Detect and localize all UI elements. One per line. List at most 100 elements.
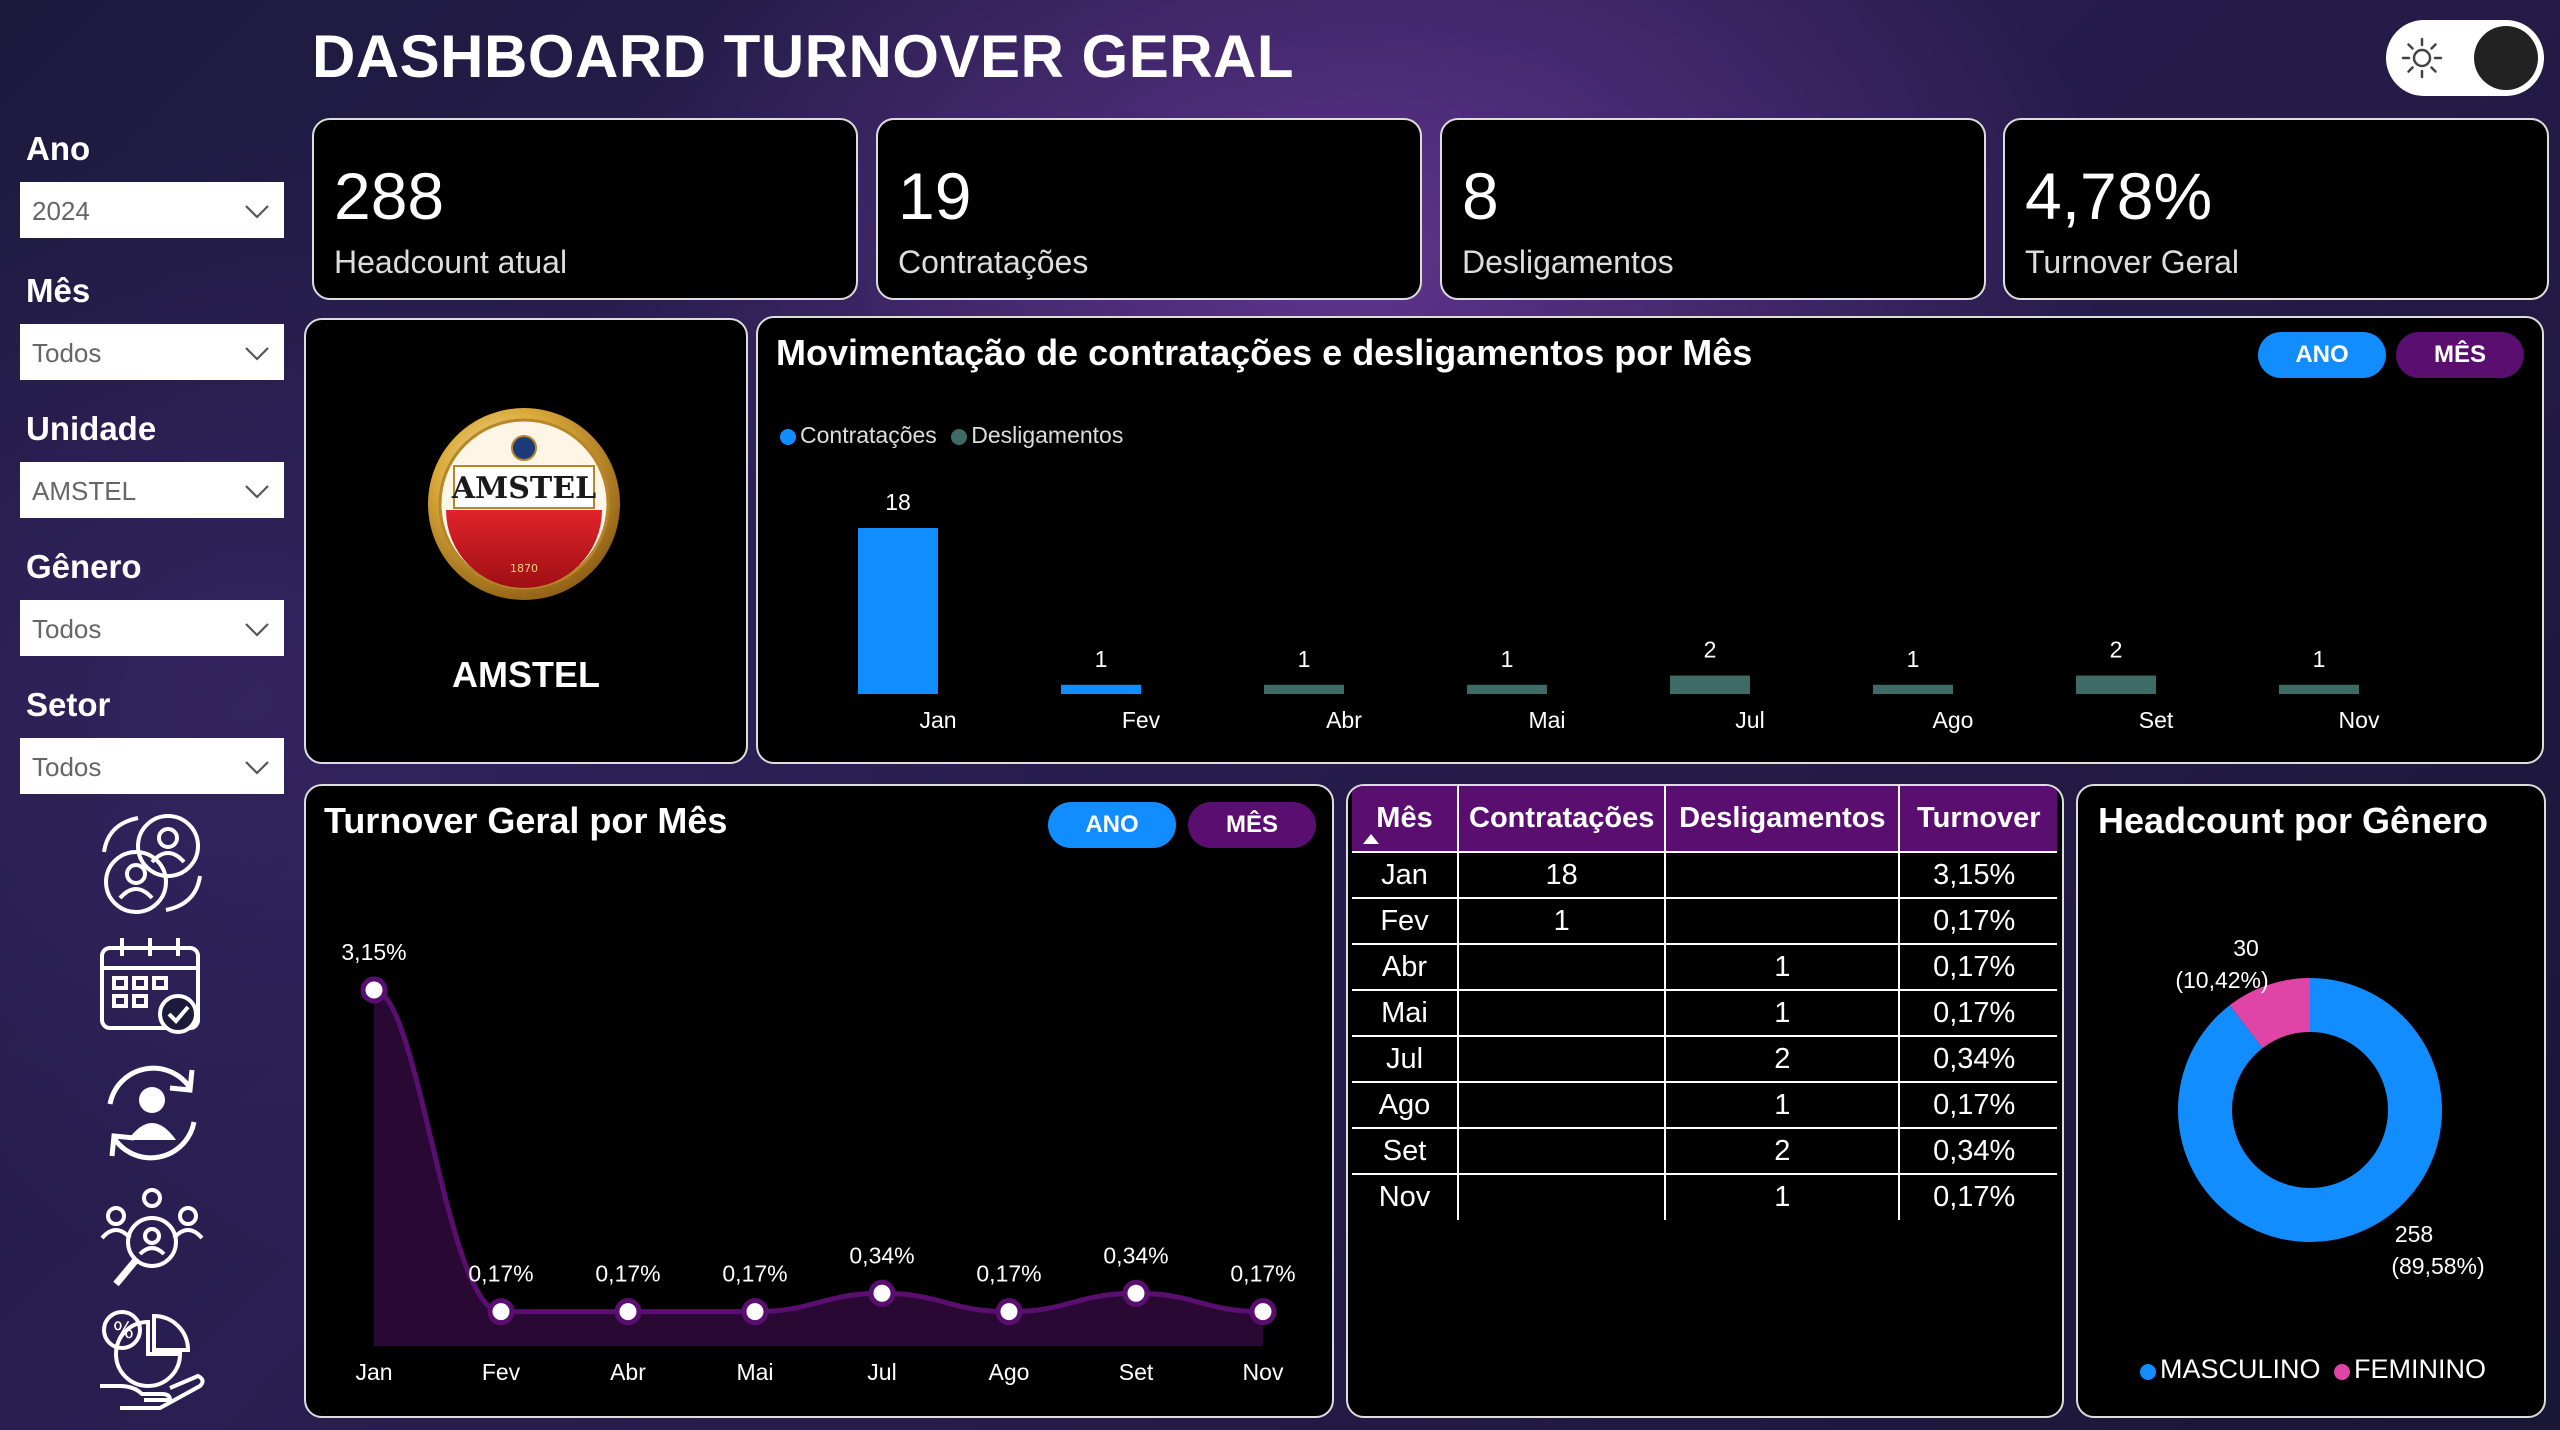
filter-unidade-dropdown[interactable]: AMSTEL: [20, 462, 284, 518]
bar-label-fev: 1: [1095, 646, 1108, 672]
table-row[interactable]: Nov 1 0,17%: [1352, 1173, 2058, 1220]
team-search-icon[interactable]: [96, 1186, 208, 1292]
table-cell-turnover: 0,34%: [1899, 1127, 2058, 1174]
col-contratacoes[interactable]: Contratações: [1458, 786, 1667, 852]
mes-button[interactable]: MÊS: [2396, 332, 2524, 378]
turnover-tick-abr: Abr: [610, 1359, 646, 1385]
toggle-knob: [2474, 26, 2538, 90]
logo-year: 1870: [510, 562, 538, 575]
chevron-down-icon: [245, 205, 269, 219]
table-header-row: Mês Contratações Desligamentos Turnover: [1352, 786, 2058, 852]
turnover-label-jan: 3,15%: [341, 939, 406, 965]
kpi-headcount-value: 288: [334, 159, 445, 233]
table-cell-contratações: [1458, 989, 1667, 1036]
turnover-tick-fev: Fev: [482, 1359, 521, 1385]
bar-tick-nov: Nov: [2339, 707, 2380, 733]
donut-label-feminino: 30: [2233, 935, 2259, 961]
filter-mes-dropdown[interactable]: Todos: [20, 324, 284, 380]
donut-percent-feminino: (10,42%): [2175, 967, 2268, 993]
donut-slice-masculino[interactable]: [2178, 978, 2442, 1242]
table-cell-mês: Ago: [1352, 1081, 1459, 1128]
table-row[interactable]: Jul 2 0,34%: [1352, 1035, 2058, 1082]
turnover-point-jan[interactable]: [360, 976, 388, 1004]
table-cell-contratações: 1: [1458, 897, 1667, 944]
col-desligamentos[interactable]: Desligamentos: [1665, 786, 1901, 852]
bar-jan[interactable]: [858, 528, 938, 694]
legend-feminino: FEMININO: [2354, 1354, 2487, 1384]
bar-label-nov: 1: [2313, 646, 2326, 672]
sun-icon: [2401, 37, 2443, 79]
table-cell-mês: Nov: [1352, 1173, 1459, 1220]
table-cell-turnover: 0,17%: [1899, 989, 2058, 1036]
turnover-point-mai[interactable]: [741, 1298, 769, 1326]
bar-ago[interactable]: [1873, 684, 1953, 694]
bar-abr[interactable]: [1264, 684, 1344, 694]
table-cell-desligamentos: [1665, 851, 1901, 898]
bar-tick-fev: Fev: [1122, 707, 1161, 733]
chart-title-turnover: Turnover Geral por Mês: [324, 800, 728, 841]
table-row[interactable]: Mai 1 0,17%: [1352, 989, 2058, 1036]
ano-button[interactable]: ANO: [2258, 332, 2386, 378]
turnover-point-fev[interactable]: [487, 1298, 515, 1326]
turnover-point-set[interactable]: [1122, 1279, 1150, 1307]
filter-setor-dropdown[interactable]: Todos: [20, 738, 284, 794]
chevron-down-icon: [245, 347, 269, 361]
table-cell-desligamentos: 2: [1665, 1035, 1901, 1082]
turnover-point-jul[interactable]: [868, 1279, 896, 1307]
table-row[interactable]: Set 2 0,34%: [1352, 1127, 2058, 1174]
table-cell-mês: Abr: [1352, 943, 1459, 990]
bar-label-abr: 1: [1298, 646, 1311, 672]
donut-slice-feminino[interactable]: [2229, 978, 2310, 1049]
table-cell-desligamentos: 1: [1665, 943, 1901, 990]
turnover-point-nov[interactable]: [1249, 1298, 1277, 1326]
donut-label-masculino: 258: [2395, 1221, 2433, 1247]
kpi-contratacoes-card: 19 Contratações: [876, 118, 1422, 300]
table-row[interactable]: Abr 1 0,17%: [1352, 943, 2058, 990]
bar-fev[interactable]: [1061, 684, 1141, 694]
turnover-ano-button[interactable]: ANO: [1048, 802, 1176, 848]
kpi-desligamentos-value: 8: [1462, 159, 1499, 233]
genero-donut-chart: 30 (10,42%) 258 (89,58%): [2175, 935, 2484, 1279]
kpi-headcount-label: Headcount atual: [334, 244, 568, 280]
donut-legend: MASCULINO FEMININO: [2140, 1354, 2486, 1385]
bar-jul[interactable]: [1670, 675, 1750, 694]
chevron-down-icon: [245, 485, 269, 499]
people-exchange-icon[interactable]: [96, 812, 208, 916]
col-turnover[interactable]: Turnover: [1899, 786, 2058, 852]
table-cell-mês: Jul: [1352, 1035, 1459, 1082]
legend-masculino: MASCULINO: [2160, 1354, 2321, 1384]
turnover-point-abr[interactable]: [614, 1298, 642, 1326]
table-cell-contratações: [1458, 943, 1667, 990]
bar-nov[interactable]: [2279, 684, 2359, 694]
brand-name: AMSTEL: [452, 654, 600, 695]
bar-tick-mai: Mai: [1528, 707, 1565, 733]
turnover-mes-button[interactable]: MÊS: [1188, 802, 1316, 848]
employee-rotation-icon[interactable]: [96, 1058, 208, 1168]
table-cell-mês: Jan: [1352, 851, 1459, 898]
table-cell-turnover: 3,15%: [1899, 851, 2058, 898]
table-cell-desligamentos: 1: [1665, 1081, 1901, 1128]
bar-legend: Contratações Desligamentos: [780, 422, 1123, 449]
bar-mai[interactable]: [1467, 684, 1547, 694]
table-cell-desligamentos: 1: [1665, 1173, 1901, 1220]
chevron-down-icon: [245, 623, 269, 637]
filter-ano-dropdown[interactable]: 2024: [20, 182, 284, 238]
table-cell-turnover: 0,17%: [1899, 1173, 2058, 1220]
table-row[interactable]: Ago 1 0,17%: [1352, 1081, 2058, 1128]
table-row[interactable]: Fev 1 0,17%: [1352, 897, 2058, 944]
bar-tick-jul: Jul: [1735, 707, 1764, 733]
filter-genero-dropdown[interactable]: Todos: [20, 600, 284, 656]
turnover-line-chart: 3,15% Jan 0,17% Fev 0,17% Abr 0,17% Mai 0,34% Jul…: [341, 939, 1295, 1385]
col-mes[interactable]: Mês: [1352, 786, 1459, 852]
brand-card: AMSTEL 1870 AMSTEL: [304, 318, 748, 764]
theme-toggle[interactable]: [2386, 20, 2544, 96]
bar-set[interactable]: [2076, 675, 2156, 694]
turnover-point-ago[interactable]: [995, 1298, 1023, 1326]
table-cell-desligamentos: [1665, 897, 1901, 944]
calendar-check-icon[interactable]: [96, 934, 208, 1038]
bar-tick-jan: Jan: [919, 707, 956, 733]
percent-hand-icon[interactable]: %: [96, 1308, 208, 1414]
bar-label-ago: 1: [1907, 646, 1920, 672]
filter-unidade-value: AMSTEL: [32, 476, 137, 506]
table-row[interactable]: Jan 18 3,15%: [1352, 851, 2058, 898]
